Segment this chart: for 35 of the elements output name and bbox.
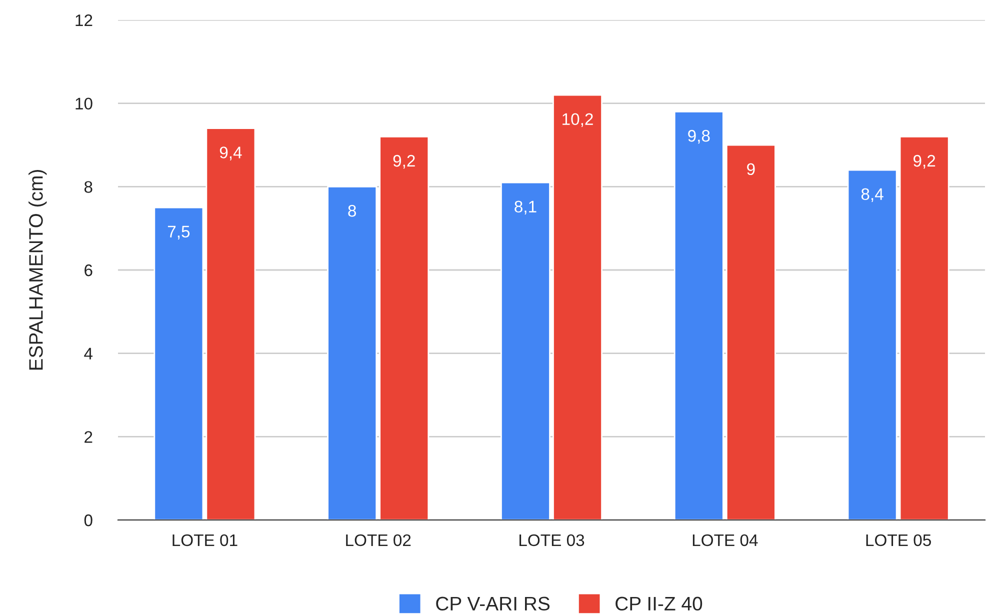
x-tick-label: LOTE 02 [346, 534, 411, 546]
data-label: 9,8 [688, 130, 710, 144]
x-tick-label: LOTE 05 [866, 534, 931, 546]
bar [726, 144, 776, 520]
data-label: 9,4 [220, 146, 242, 160]
legend-label: CP II-Z 40 [616, 596, 702, 611]
bar [327, 186, 378, 520]
y-tick-label: 0 [84, 514, 92, 526]
y-axis-title: ESPALHAMENTO (cm) [28, 170, 47, 370]
x-tick-label: LOTE 03 [520, 534, 584, 546]
x-tick-label: LOTE 01 [172, 534, 238, 546]
data-label: 10,2 [562, 113, 593, 128]
data-label: 7,5 [168, 226, 190, 240]
bar [552, 94, 602, 520]
bar [379, 136, 430, 520]
bar [206, 128, 256, 520]
data-label: 9,2 [914, 154, 936, 169]
bar [500, 182, 550, 520]
bar [899, 136, 950, 520]
data-label: 8,4 [861, 188, 884, 202]
y-tick-label: 10 [76, 98, 92, 110]
bar [674, 110, 724, 520]
y-tick-label: 8 [84, 181, 92, 193]
y-tick-label: 4 [84, 348, 93, 360]
data-label: 9 [747, 163, 755, 176]
bar [154, 206, 204, 520]
y-tick-label: 12 [76, 14, 92, 26]
legend-label: CP V-ARI RS [436, 596, 550, 611]
data-label: 8 [348, 204, 356, 217]
data-label: 8,1 [514, 200, 536, 215]
y-tick-label: 2 [84, 431, 92, 443]
y-tick-label: 6 [84, 264, 92, 276]
bar [847, 169, 898, 520]
data-label: 9,2 [393, 154, 415, 169]
x-tick-label: LOTE 04 [692, 534, 758, 546]
